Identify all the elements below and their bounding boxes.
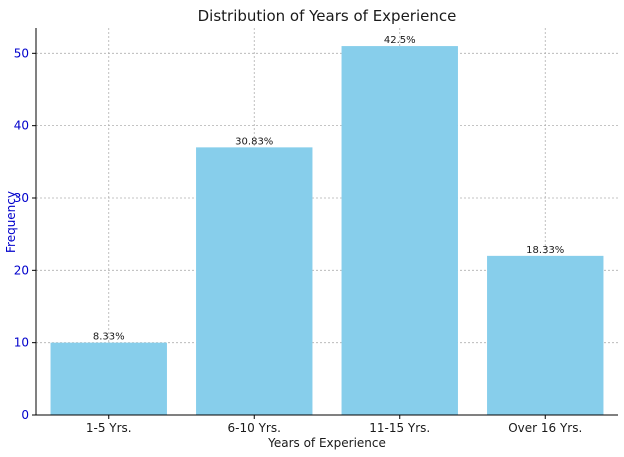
y-ticks: 0 10 20 30 40 50 (14, 46, 36, 422)
bar (196, 147, 313, 415)
bar (341, 46, 458, 416)
data-label: 42.5% (384, 35, 416, 46)
y-tick-label: 50 (14, 46, 29, 60)
x-tick-label: 11-15 Yrs. (369, 421, 430, 435)
data-label: 8.33% (93, 332, 125, 343)
y-axis-label: Frequency (4, 191, 18, 253)
y-tick-label: 0 (21, 408, 29, 422)
data-label: 18.33% (526, 245, 564, 256)
y-tick-label: 40 (14, 119, 29, 133)
x-tick-label: 1-5 Yrs. (86, 421, 132, 435)
x-axis-label: Years of Experience (267, 436, 386, 450)
y-tick-label: 30 (14, 191, 29, 205)
data-labels: 8.33% 30.83% 42.5% 18.33% (93, 35, 564, 343)
data-label: 30.83% (235, 136, 273, 147)
x-tick-label: 6-10 Yrs. (228, 421, 281, 435)
x-tick-label: Over 16 Yrs. (508, 421, 582, 435)
x-ticks: 1-5 Yrs. 6-10 Yrs. 11-15 Yrs. Over 16 Yrs. (86, 415, 582, 435)
bar (487, 255, 604, 415)
axes (35, 28, 618, 416)
chart-title: Distribution of Years of Experience (198, 7, 457, 25)
y-tick-label: 20 (14, 263, 29, 277)
y-tick-label: 10 (14, 336, 29, 350)
bar (50, 342, 167, 415)
bars (50, 46, 604, 416)
